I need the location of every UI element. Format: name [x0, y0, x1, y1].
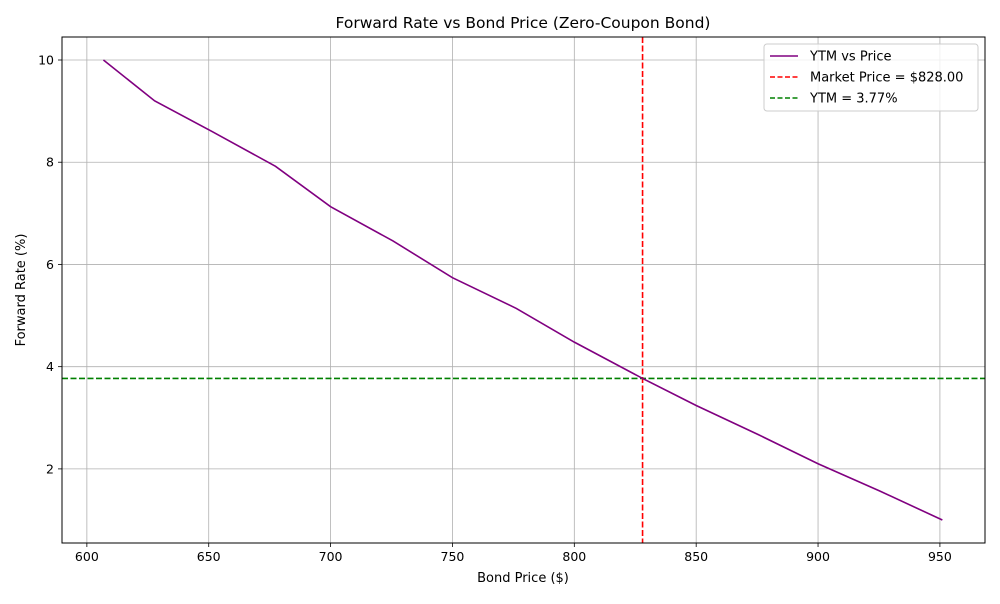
legend-label: YTM vs Price: [809, 50, 892, 65]
y-tick-label: 10: [38, 53, 54, 68]
x-tick-label: 650: [197, 549, 221, 564]
grid-lines: [62, 37, 985, 543]
y-axis-label: Forward Rate (%): [14, 234, 29, 347]
y-tick-label: 4: [46, 359, 54, 374]
x-tick-label: 800: [562, 549, 586, 564]
y-tick-label: 8: [46, 155, 54, 170]
x-tick-label: 700: [319, 549, 343, 564]
legend: YTM vs Price Market Price = $828.00 YTM = …: [763, 43, 979, 112]
legend-box: [763, 43, 979, 112]
x-tick-label: 750: [441, 549, 465, 564]
x-axis-ticks: 600 650 700 750 800 850 900 950: [75, 543, 952, 564]
plot-area-frame: [61, 36, 986, 544]
legend-label: YTM = 3.77%: [809, 92, 898, 107]
x-tick-label: 950: [928, 549, 952, 564]
x-tick-label: 600: [75, 549, 99, 564]
reference-lines: [62, 37, 985, 543]
y-axis-ticks: 2 4 6 8 10: [38, 53, 62, 476]
series-lines: [102, 59, 943, 521]
x-tick-label: 850: [684, 549, 708, 564]
x-tick-label: 900: [806, 549, 830, 564]
chart-title: Forward Rate vs Bond Price (Zero-Coupon …: [336, 14, 711, 32]
ytm-vs-price-line: [102, 59, 943, 521]
y-tick-label: 2: [46, 461, 54, 476]
y-tick-label: 6: [46, 257, 54, 272]
x-axis-label: Bond Price ($): [477, 571, 569, 586]
legend-label: Market Price = $828.00: [810, 71, 963, 86]
